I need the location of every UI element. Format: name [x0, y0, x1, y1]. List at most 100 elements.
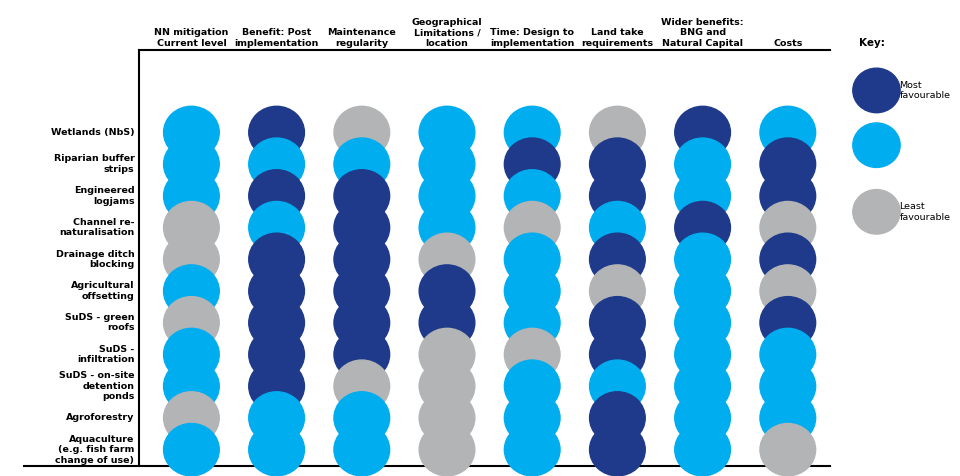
Ellipse shape: [163, 297, 219, 349]
Ellipse shape: [760, 265, 816, 317]
Ellipse shape: [334, 297, 390, 349]
Text: SuDS - on-site
detention
ponds: SuDS - on-site detention ponds: [59, 371, 134, 401]
Ellipse shape: [334, 328, 390, 381]
Text: Most
favourable: Most favourable: [900, 81, 950, 100]
Ellipse shape: [163, 201, 219, 254]
Ellipse shape: [163, 170, 219, 222]
Text: NN mitigation
Current level: NN mitigation Current level: [155, 28, 228, 48]
Ellipse shape: [760, 170, 816, 222]
Text: SuDS - green
roofs: SuDS - green roofs: [65, 313, 134, 333]
Ellipse shape: [760, 424, 816, 476]
Ellipse shape: [420, 424, 475, 476]
Ellipse shape: [760, 138, 816, 190]
Ellipse shape: [334, 424, 390, 476]
Text: Engineered
logjams: Engineered logjams: [74, 186, 134, 206]
Ellipse shape: [163, 424, 219, 476]
Ellipse shape: [589, 201, 645, 254]
Text: Riparian buffer
strips: Riparian buffer strips: [54, 155, 134, 174]
Ellipse shape: [589, 392, 645, 444]
Ellipse shape: [249, 265, 304, 317]
Ellipse shape: [420, 297, 475, 349]
Ellipse shape: [760, 201, 816, 254]
Ellipse shape: [589, 328, 645, 381]
Ellipse shape: [504, 138, 560, 190]
Ellipse shape: [249, 106, 304, 159]
Text: Agroforestry: Agroforestry: [66, 414, 134, 422]
Ellipse shape: [420, 170, 475, 222]
Text: Wider benefits:
BNG and
Natural Capital: Wider benefits: BNG and Natural Capital: [661, 18, 744, 48]
Ellipse shape: [589, 138, 645, 190]
Ellipse shape: [504, 424, 560, 476]
Ellipse shape: [249, 170, 304, 222]
Ellipse shape: [589, 170, 645, 222]
Ellipse shape: [675, 201, 731, 254]
Ellipse shape: [675, 233, 731, 286]
Ellipse shape: [504, 360, 560, 412]
Ellipse shape: [334, 170, 390, 222]
Text: Geographical
Limitations /
location: Geographical Limitations / location: [412, 18, 482, 48]
Ellipse shape: [334, 138, 390, 190]
Ellipse shape: [504, 265, 560, 317]
Ellipse shape: [675, 265, 731, 317]
Text: Maintenance
regularity: Maintenance regularity: [327, 28, 396, 48]
Ellipse shape: [589, 233, 645, 286]
Text: Least
favourable: Least favourable: [900, 202, 950, 221]
Ellipse shape: [504, 392, 560, 444]
Ellipse shape: [589, 297, 645, 349]
Ellipse shape: [504, 328, 560, 381]
Ellipse shape: [852, 189, 900, 234]
Ellipse shape: [589, 424, 645, 476]
Ellipse shape: [504, 233, 560, 286]
Ellipse shape: [334, 106, 390, 159]
Ellipse shape: [852, 68, 900, 113]
Text: Time: Design to
implementation: Time: Design to implementation: [490, 28, 574, 48]
Ellipse shape: [334, 392, 390, 444]
Ellipse shape: [249, 392, 304, 444]
Ellipse shape: [420, 265, 475, 317]
Ellipse shape: [163, 392, 219, 444]
Ellipse shape: [675, 138, 731, 190]
Ellipse shape: [420, 328, 475, 381]
Ellipse shape: [163, 233, 219, 286]
Ellipse shape: [163, 138, 219, 190]
Ellipse shape: [675, 170, 731, 222]
Text: Benefit: Post
implementation: Benefit: Post implementation: [234, 28, 319, 48]
Text: Land take
requirements: Land take requirements: [582, 28, 654, 48]
Ellipse shape: [420, 138, 475, 190]
Ellipse shape: [589, 360, 645, 412]
Ellipse shape: [504, 201, 560, 254]
Ellipse shape: [760, 106, 816, 159]
Ellipse shape: [675, 328, 731, 381]
Ellipse shape: [420, 233, 475, 286]
Ellipse shape: [420, 360, 475, 412]
Ellipse shape: [675, 106, 731, 159]
Ellipse shape: [249, 328, 304, 381]
Ellipse shape: [852, 123, 900, 168]
Text: SuDS -
infiltration: SuDS - infiltration: [77, 345, 134, 364]
Ellipse shape: [334, 265, 390, 317]
Ellipse shape: [589, 106, 645, 159]
Ellipse shape: [760, 297, 816, 349]
Text: Drainage ditch
blocking: Drainage ditch blocking: [56, 249, 134, 269]
Ellipse shape: [675, 392, 731, 444]
Ellipse shape: [504, 106, 560, 159]
Text: Wetlands (NbS): Wetlands (NbS): [51, 128, 134, 137]
Ellipse shape: [589, 265, 645, 317]
Ellipse shape: [760, 360, 816, 412]
Ellipse shape: [675, 297, 731, 349]
Ellipse shape: [249, 233, 304, 286]
Ellipse shape: [334, 233, 390, 286]
Text: Aquaculture
(e.g. fish farm
change of use): Aquaculture (e.g. fish farm change of us…: [56, 435, 134, 465]
Ellipse shape: [504, 170, 560, 222]
Ellipse shape: [420, 106, 475, 159]
Ellipse shape: [760, 392, 816, 444]
Ellipse shape: [760, 328, 816, 381]
Ellipse shape: [675, 424, 731, 476]
Text: Agricultural
offsetting: Agricultural offsetting: [71, 281, 134, 301]
Ellipse shape: [249, 360, 304, 412]
Ellipse shape: [163, 106, 219, 159]
Text: Channel re-
naturalisation: Channel re- naturalisation: [60, 218, 134, 238]
Ellipse shape: [249, 201, 304, 254]
Ellipse shape: [249, 297, 304, 349]
Ellipse shape: [249, 424, 304, 476]
